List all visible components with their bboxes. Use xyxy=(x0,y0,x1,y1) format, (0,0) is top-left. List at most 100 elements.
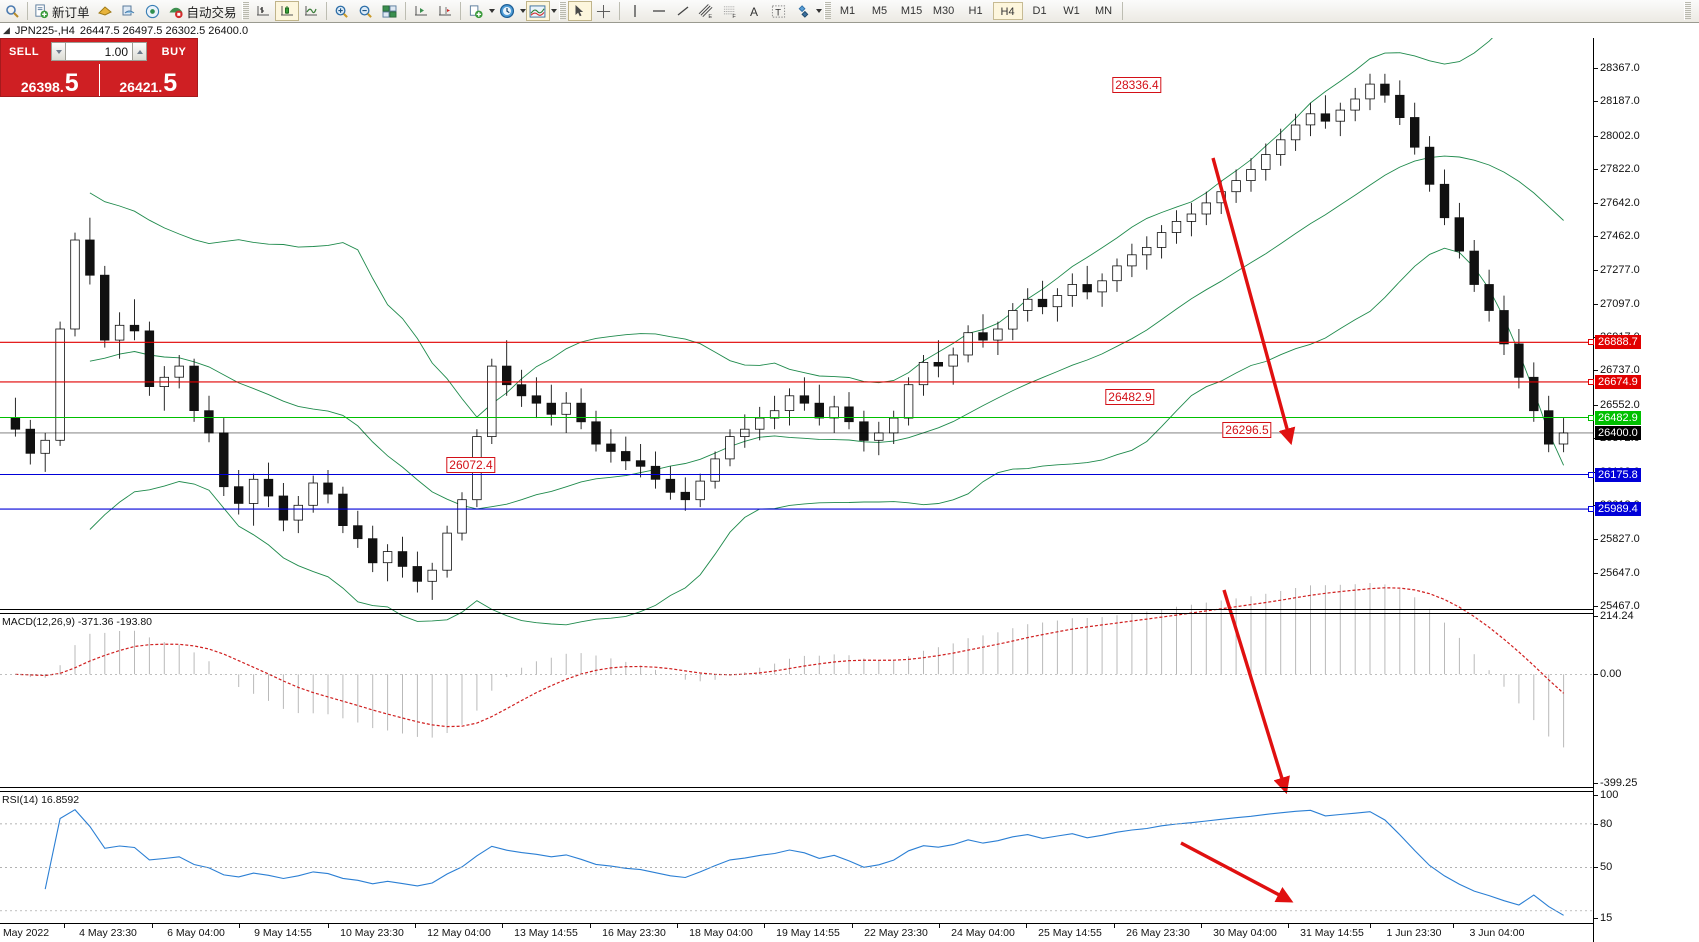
rsi-axis-tick xyxy=(1594,795,1598,796)
rsi-trend-arrow[interactable] xyxy=(1180,841,1294,903)
price-level-chip[interactable]: 26175.8 xyxy=(1595,467,1641,482)
price-level-chip[interactable]: 26400.0 xyxy=(1595,425,1641,440)
macd-trend-arrow[interactable] xyxy=(1222,589,1290,795)
chart-shift-icon[interactable] xyxy=(409,1,433,21)
price-trend-arrow[interactable] xyxy=(1211,157,1296,446)
fibonacci-icon[interactable]: F xyxy=(719,1,743,21)
zoom-in-icon[interactable] xyxy=(330,1,354,21)
time-axis-label: 10 May 23:30 xyxy=(340,927,404,939)
price-annotation-label[interactable]: 26072.4 xyxy=(446,457,496,473)
candle-body xyxy=(248,478,259,504)
buy-button[interactable]: 26421 . 5 xyxy=(100,64,198,96)
chevron-down-icon[interactable] xyxy=(488,9,495,13)
candle-body xyxy=(963,332,973,356)
sell-button[interactable]: 26398 . 5 xyxy=(1,64,99,96)
autotrading-button[interactable]: 自动交易 xyxy=(165,2,240,21)
candle-body xyxy=(993,328,1003,341)
price-level-handle[interactable] xyxy=(1588,378,1594,385)
vertical-line-icon[interactable] xyxy=(623,1,647,21)
crosshair-icon[interactable] xyxy=(592,1,616,21)
price-axis[interactable]: 28367.0 28187.0 28002.0 27822.0 27642.0 27462… xyxy=(1588,38,1699,942)
text-label-icon[interactable]: A xyxy=(743,1,767,21)
toolbar-grip[interactable] xyxy=(558,2,566,20)
price-level-chip[interactable]: 26674.9 xyxy=(1595,374,1641,389)
candle-body xyxy=(1365,83,1375,100)
timeframe-group[interactable]: M1 M5 M15 M30 H1 H4 D1 W1 MN xyxy=(833,2,1119,20)
chevron-down-icon[interactable] xyxy=(815,9,822,13)
price-axis-label: 27642.0 xyxy=(1600,196,1640,209)
expert-advisors-icon[interactable] xyxy=(93,1,117,21)
price-axis-label: 26552.0 xyxy=(1600,398,1640,411)
zoom-out-icon[interactable] xyxy=(354,1,378,21)
navigator-icon[interactable] xyxy=(141,1,165,21)
bar-chart-icon[interactable] xyxy=(251,1,275,21)
volume-stepper[interactable]: 1.00 xyxy=(51,42,147,61)
timeframe-m5[interactable]: M5 xyxy=(871,5,888,17)
chevron-down-icon[interactable] xyxy=(550,9,557,13)
svg-text:T: T xyxy=(775,7,781,17)
price-plot-canvas xyxy=(0,38,1593,916)
timeframe-m1[interactable]: M1 xyxy=(839,5,856,17)
buy-price-fraction: 5 xyxy=(163,68,178,97)
candle-body xyxy=(1112,265,1122,282)
price-annotation-label[interactable]: 26296.5 xyxy=(1222,422,1272,438)
time-axis[interactable]: May 2022 4 May 23:30 6 May 04:00 9 May 14:5… xyxy=(0,923,1593,942)
templates-icon[interactable] xyxy=(464,1,488,21)
candle-body xyxy=(755,417,765,430)
price-level-handle[interactable] xyxy=(1588,339,1594,346)
timeframe-h1[interactable]: H1 xyxy=(968,5,983,17)
tile-windows-icon[interactable] xyxy=(378,1,402,21)
price-annotation-label[interactable]: 28336.4 xyxy=(1112,77,1162,93)
price-level-chip[interactable]: 26888.7 xyxy=(1595,335,1641,350)
text-icon[interactable]: T xyxy=(767,1,791,21)
volume-input[interactable]: 1.00 xyxy=(66,42,132,61)
volume-decrease-button[interactable] xyxy=(51,42,66,61)
candle-body xyxy=(1469,250,1479,285)
price-level-lines xyxy=(0,341,1593,510)
toolbar-grip[interactable] xyxy=(241,2,249,20)
pane-separator-rsi-2 xyxy=(0,791,1593,792)
shapes-icon[interactable] xyxy=(791,1,815,21)
line-chart-icon[interactable] xyxy=(299,1,323,21)
price-level-chip[interactable]: 25989.4 xyxy=(1595,502,1641,517)
chart-area[interactable]: MACD(12,26,9) -371.36 -193.80 RSI(14) 16… xyxy=(0,38,1699,942)
horizontal-line-icon[interactable] xyxy=(647,1,671,21)
timeframe-m30[interactable]: M30 xyxy=(932,5,955,17)
timeframe-h4[interactable]: H4 xyxy=(992,2,1023,20)
timeframe-d1[interactable]: D1 xyxy=(1032,5,1047,17)
candle-body xyxy=(1082,284,1092,293)
toolbar-grip[interactable] xyxy=(823,2,831,20)
time-axis-label: 26 May 23:30 xyxy=(1126,927,1190,939)
search-icon[interactable] xyxy=(0,1,24,21)
candle-body xyxy=(55,328,65,441)
candle-body xyxy=(10,417,21,430)
new-order-button[interactable]: 新订单 xyxy=(31,2,93,21)
timeframe-w1[interactable]: W1 xyxy=(1063,5,1080,17)
candle-body xyxy=(769,410,780,419)
one-click-trading-panel[interactable]: SELL 1.00 BUY 26398 . 5 26421 . 5 xyxy=(0,38,198,97)
data-window-icon[interactable] xyxy=(117,1,141,21)
candle-body xyxy=(427,569,437,582)
chevron-down-icon[interactable] xyxy=(519,9,526,13)
auto-scroll-icon[interactable] xyxy=(433,1,457,21)
candlestick-chart-icon[interactable] xyxy=(274,1,299,21)
periodicity-icon[interactable] xyxy=(495,1,519,21)
volume-increase-button[interactable] xyxy=(132,42,147,61)
trendline-icon[interactable] xyxy=(671,1,695,21)
equidistant-channel-icon[interactable]: E xyxy=(695,1,719,21)
candle-body xyxy=(621,451,631,462)
toolbar-grip-right[interactable] xyxy=(1684,2,1691,20)
price-level-chip[interactable]: 26482.9 xyxy=(1595,410,1641,425)
price-annotation-label[interactable]: 26482.9 xyxy=(1105,389,1155,405)
cursor-icon[interactable] xyxy=(567,1,592,21)
timeframe-mn[interactable]: MN xyxy=(1094,5,1113,17)
timeframe-m15[interactable]: M15 xyxy=(900,5,923,17)
price-level-handle[interactable] xyxy=(1588,506,1594,513)
rsi-indicator-label: RSI(14) 16.8592 xyxy=(2,794,80,806)
indicators-icon[interactable] xyxy=(525,1,550,21)
price-level-handle[interactable] xyxy=(1588,471,1594,478)
main-toolbar[interactable]: 新订单 自动交易 xyxy=(0,0,1699,23)
candle-body xyxy=(844,406,854,423)
price-level-handle[interactable] xyxy=(1588,414,1594,421)
pane-separator-rsi xyxy=(0,787,1593,788)
